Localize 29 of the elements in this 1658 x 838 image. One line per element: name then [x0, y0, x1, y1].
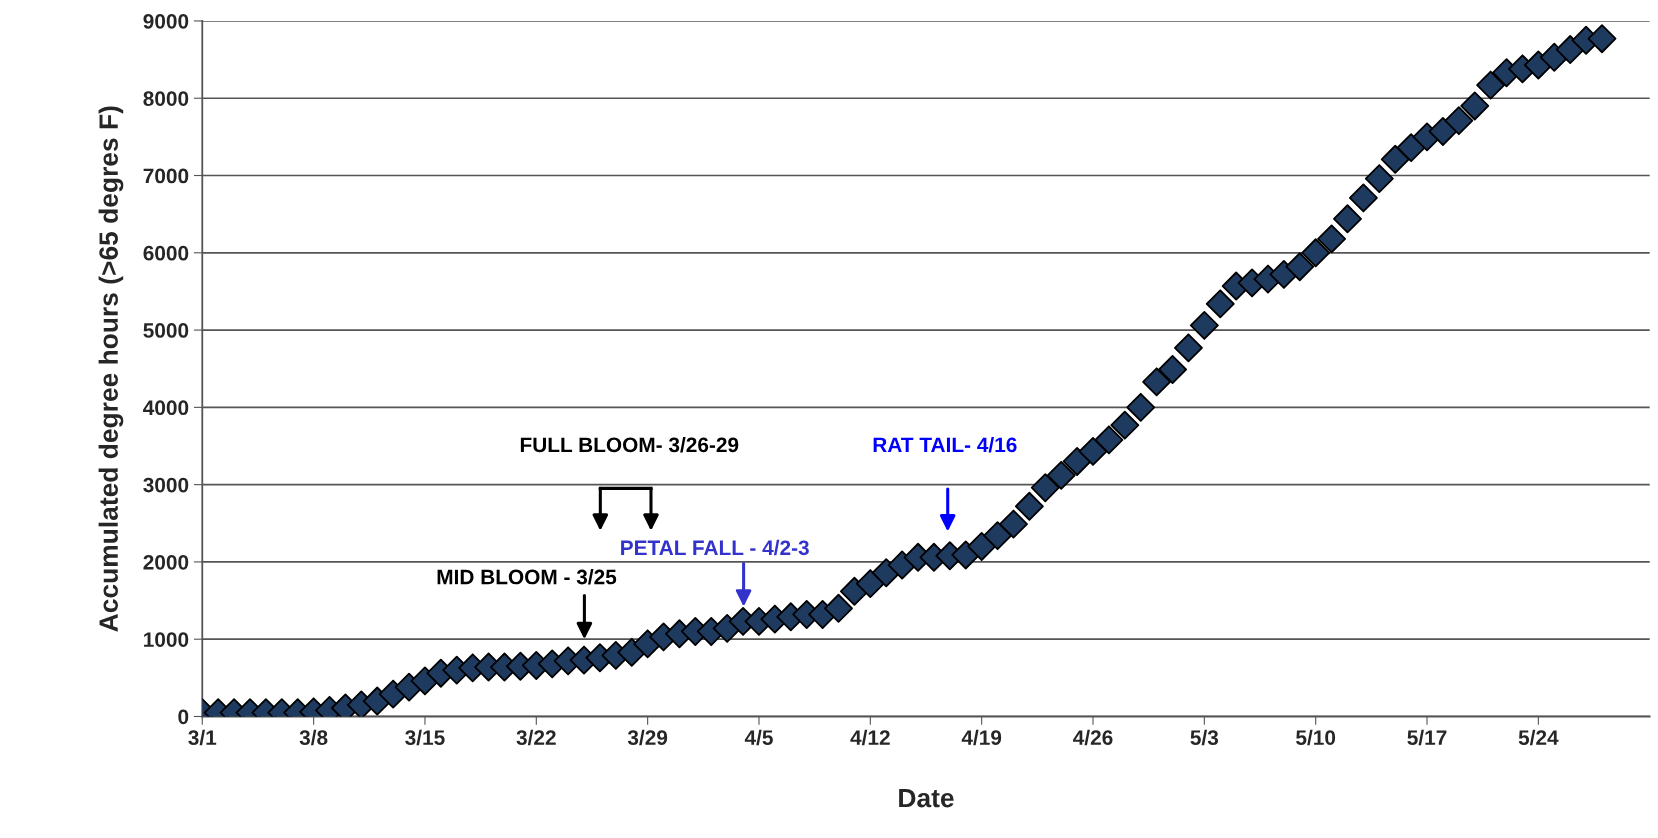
annotation: RAT TAIL- 4/16	[873, 436, 1017, 453]
y-tick-label: 2000	[143, 554, 189, 570]
annotation: PETAL FALL - 4/2-3	[621, 539, 809, 556]
x-tick-label: 4/19	[961, 729, 1002, 746]
x-axis-title: Date	[899, 788, 954, 808]
x-tick-label: 4/12	[850, 729, 890, 746]
y-tick-label: 8000	[143, 91, 189, 106]
x-tick-label: 3/22	[516, 729, 556, 746]
x-tick-label: 5/3	[1190, 729, 1219, 746]
y-tick-label: 1000	[144, 632, 189, 647]
x-tick-label: 3/1	[188, 729, 217, 746]
y-axis-title: Accumulated degree hours (>65 degres F)	[98, 106, 124, 632]
x-tick-label: 3/8	[299, 729, 328, 746]
y-tick-label: 3000	[143, 477, 189, 493]
x-tick-label: 5/17	[1407, 729, 1447, 746]
y-tick-label: 9000	[143, 13, 189, 29]
x-tick-label: 5/24	[1518, 729, 1559, 746]
annotation: FULL BLOOM- 3/26-29	[520, 436, 739, 453]
x-tick-label: 5/10	[1296, 729, 1336, 746]
y-tick-label: 4000	[143, 400, 189, 416]
x-tick-label: 4/5	[744, 729, 773, 746]
y-tick-label: 7000	[143, 168, 189, 184]
x-tick-label: 3/29	[627, 729, 668, 746]
y-tick-label: 6000	[143, 245, 189, 261]
x-tick-label: 4/26	[1073, 729, 1113, 746]
y-tick-label: 5000	[143, 323, 189, 338]
y-tick-label: 0	[178, 709, 189, 725]
annotation: MID BLOOM - 3/25	[437, 569, 617, 585]
x-tick-label: 3/15	[405, 729, 445, 746]
